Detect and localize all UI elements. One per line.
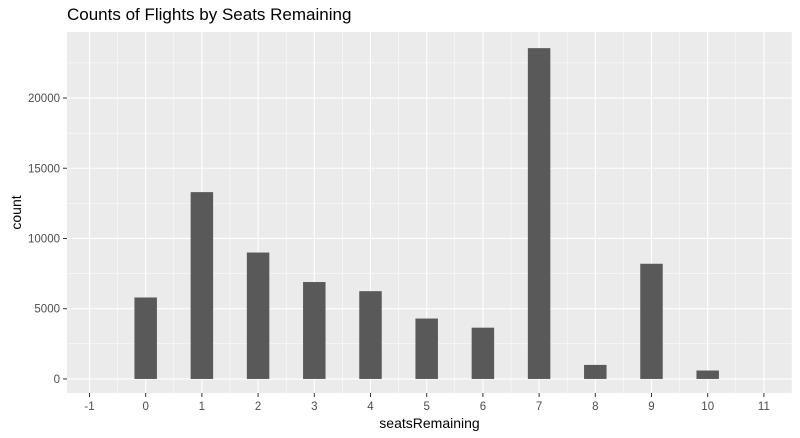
bar-1 — [190, 192, 214, 379]
x-tick-label: 8 — [592, 401, 598, 413]
x-tick-label: 6 — [480, 401, 486, 413]
x-tick-label: 1 — [199, 401, 205, 413]
bar-3 — [303, 282, 326, 379]
y-tick-label: 10000 — [28, 233, 60, 245]
x-tick-label: 2 — [255, 401, 261, 413]
bar-9 — [640, 263, 663, 379]
y-tick-label: 5000 — [34, 304, 60, 316]
chart-title: Counts of Flights by Seats Remaining — [67, 5, 352, 24]
x-tick-label: 0 — [142, 401, 148, 413]
y-tick-label: 15000 — [28, 163, 60, 175]
bar-0 — [134, 297, 157, 379]
x-tick-label: 10 — [701, 401, 714, 413]
bar-5 — [415, 318, 438, 379]
bars — [134, 48, 719, 379]
bar-10 — [696, 370, 719, 379]
bar-2 — [246, 252, 270, 379]
x-tick-label: 3 — [311, 401, 317, 413]
x-tick-label: 11 — [758, 401, 770, 413]
x-tick-label: 5 — [423, 401, 429, 413]
x-tick-label: -1 — [84, 401, 94, 413]
y-axis-title: count — [8, 195, 24, 229]
y-tick-label: 20000 — [28, 93, 60, 105]
bar-7 — [527, 48, 551, 379]
x-tick-label: 9 — [648, 401, 654, 413]
x-tick-label: 4 — [367, 401, 374, 413]
x-axis-title: seatsRemaining — [379, 415, 479, 431]
x-axis: -1 0 1 2 3 4 5 6 7 8 9 10 11 — [84, 393, 770, 413]
bar-6 — [471, 327, 495, 379]
x-tick-label: 7 — [536, 401, 542, 413]
y-axis: 0 5000 10000 15000 20000 — [28, 93, 67, 386]
bar-8 — [584, 364, 607, 379]
bar-4 — [359, 291, 382, 379]
y-tick-label: 0 — [54, 374, 60, 386]
